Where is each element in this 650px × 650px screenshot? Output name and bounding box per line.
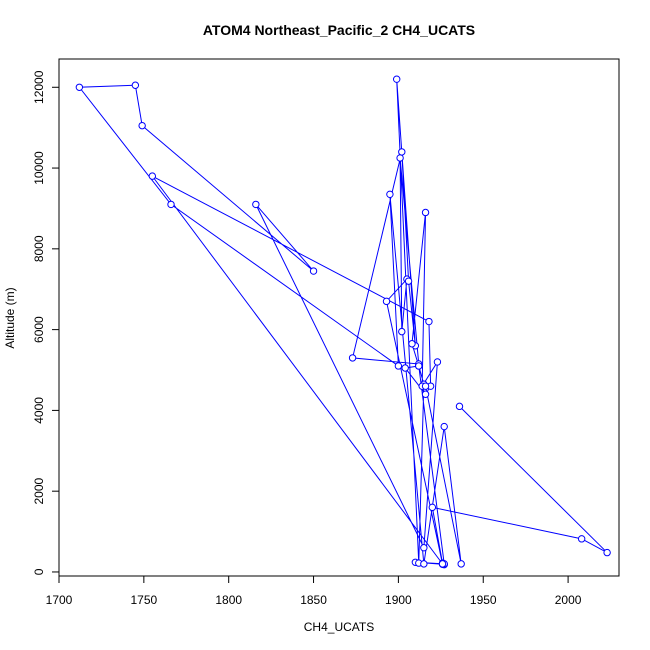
data-point	[398, 148, 406, 156]
data-point	[348, 354, 357, 362]
x-tick-label: 1850	[300, 593, 327, 607]
plot-frame	[58, 58, 620, 577]
data-point	[309, 267, 318, 275]
data-point	[438, 560, 447, 568]
x-tick-label: 1950	[470, 593, 497, 607]
data-point	[398, 327, 406, 336]
y-tick-label: 12000	[32, 70, 46, 104]
data-point	[420, 544, 428, 552]
data-point	[421, 382, 430, 390]
y-tick-label: 2000	[32, 478, 46, 505]
data-point	[455, 402, 464, 411]
x-axis-label: CH4_UCATS	[304, 620, 374, 634]
data-point	[401, 364, 409, 372]
y-tick-label: 10000	[32, 151, 46, 185]
data-point	[167, 200, 175, 209]
data-point	[392, 75, 401, 83]
y-axis: 0 2000 4000 6000 8000 10000 12000	[32, 70, 60, 575]
data-point	[138, 121, 146, 130]
series-line	[78, 79, 608, 566]
y-tick-label: 4000	[32, 397, 46, 424]
data-point	[415, 362, 423, 370]
data-point	[433, 358, 442, 366]
data-point	[382, 297, 391, 306]
x-axis: 1700 1750 1800 1850 1900 1950 2000	[46, 575, 582, 607]
data-point	[394, 362, 403, 370]
data-point	[404, 277, 413, 285]
x-tick-label: 1750	[130, 593, 157, 607]
chart-title: ATOM4 Northeast_Pacific_2 CH4_UCATS	[203, 22, 475, 38]
x-tick-label: 1900	[385, 593, 412, 607]
data-point	[421, 208, 430, 217]
data-point	[457, 560, 465, 568]
data-point	[75, 83, 84, 91]
data-point	[421, 390, 430, 398]
data-point	[577, 535, 586, 543]
x-tick-label: 1800	[215, 593, 242, 607]
data-point	[428, 503, 437, 512]
y-tick-label: 6000	[32, 316, 46, 343]
data-point	[425, 317, 433, 326]
series-layer	[75, 75, 611, 569]
y-axis-label: Altitude (m)	[3, 287, 17, 348]
data-point	[148, 172, 157, 180]
x-tick-label: 1700	[46, 593, 73, 607]
y-tick-label: 8000	[32, 235, 46, 262]
data-point	[252, 200, 260, 209]
data-point	[603, 548, 611, 557]
data-point	[386, 190, 394, 199]
data-point	[396, 154, 404, 162]
x-tick-label: 2000	[555, 593, 582, 607]
y-tick-label: 0	[32, 568, 46, 575]
data-point	[131, 81, 140, 89]
data-point	[408, 340, 416, 348]
data-point	[440, 422, 448, 431]
data-point	[420, 560, 428, 568]
